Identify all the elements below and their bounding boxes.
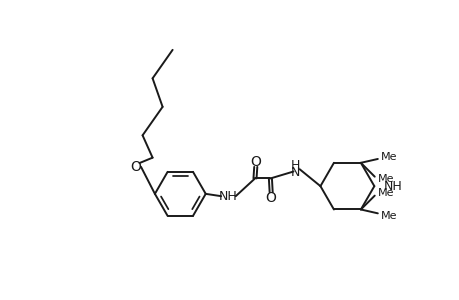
- Text: Me: Me: [380, 152, 397, 162]
- Text: N: N: [291, 166, 300, 179]
- Text: H: H: [291, 159, 300, 172]
- Text: O: O: [265, 191, 276, 205]
- Text: Me: Me: [380, 211, 397, 220]
- Text: O: O: [250, 154, 261, 169]
- Text: O: O: [130, 160, 141, 174]
- Text: Me: Me: [377, 174, 393, 184]
- Text: Me: Me: [377, 188, 393, 198]
- Text: NH: NH: [383, 180, 402, 193]
- Text: NH: NH: [218, 190, 237, 203]
